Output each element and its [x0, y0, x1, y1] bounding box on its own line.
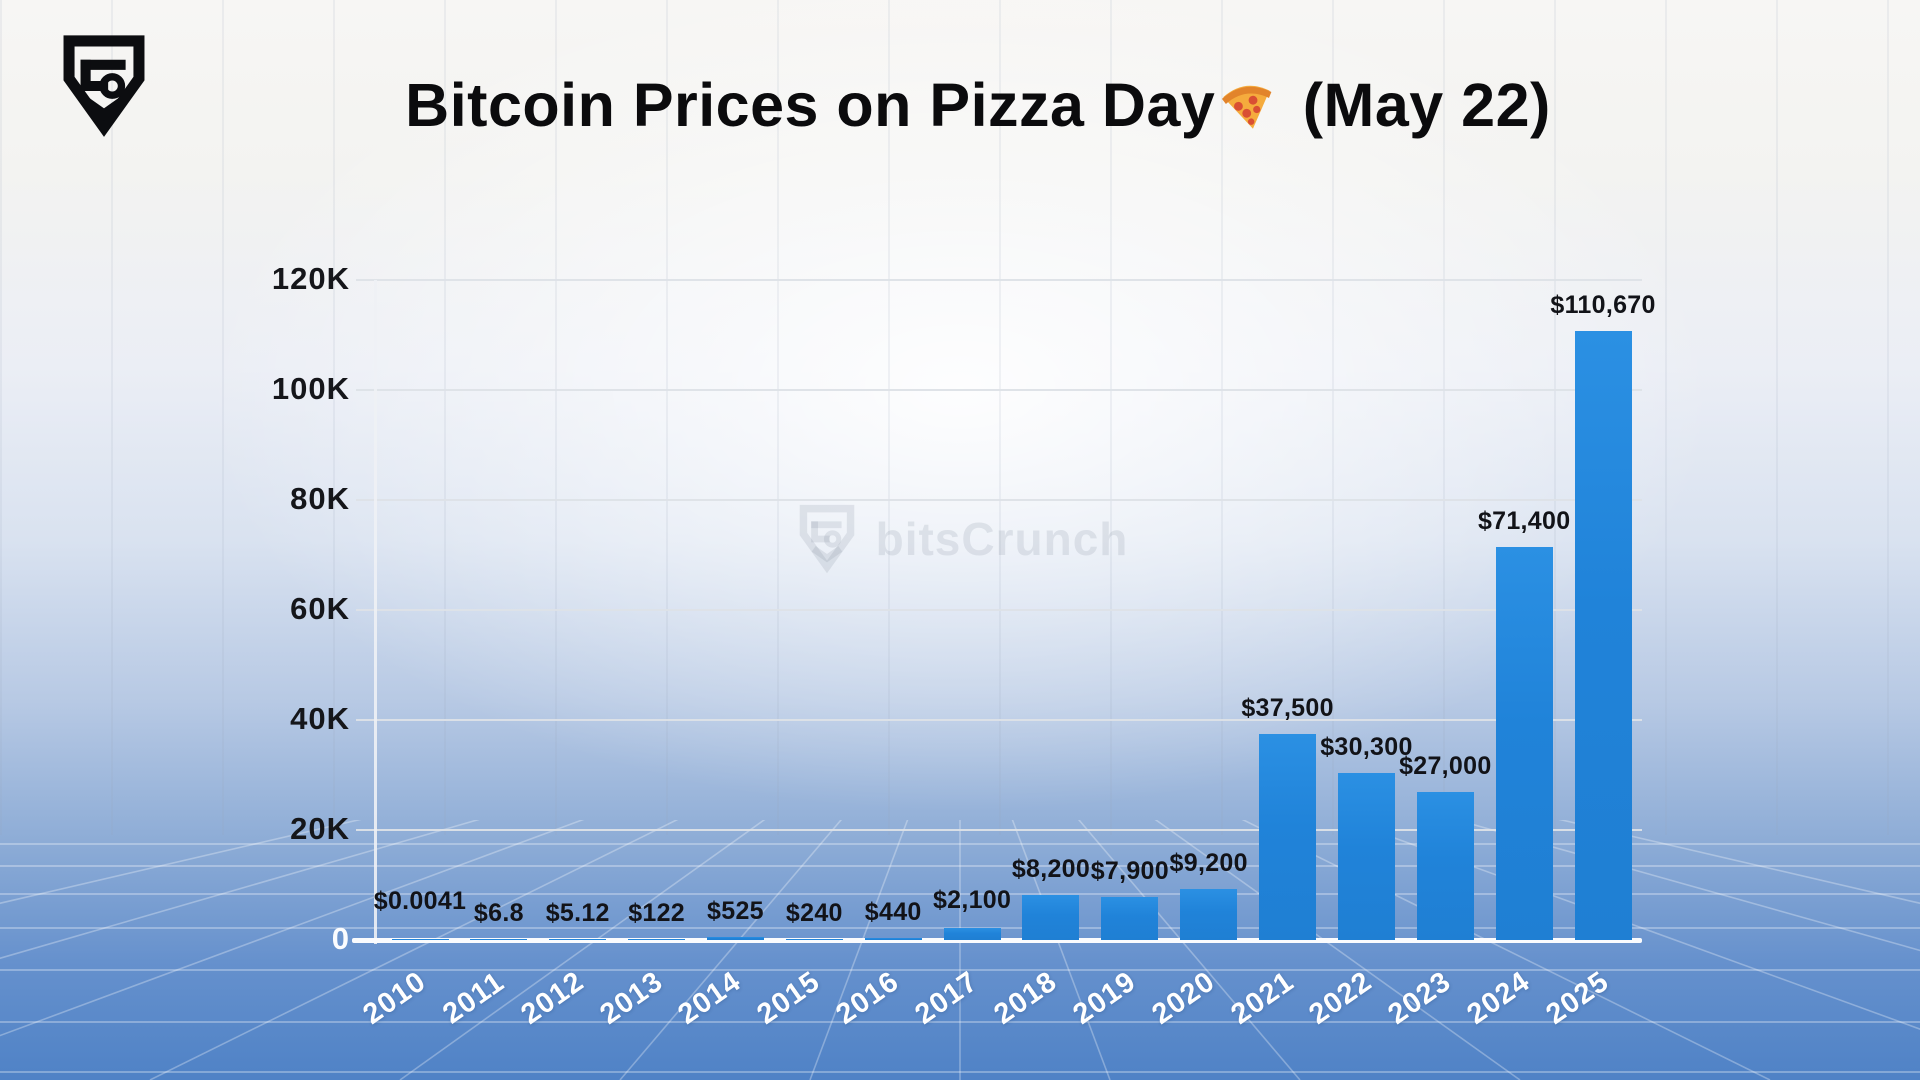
x-axis-line — [352, 938, 1642, 943]
bar-2019 — [1101, 896, 1159, 940]
value-label-2023: $27,000 — [1399, 751, 1492, 780]
bar-2013 — [628, 939, 686, 940]
gridline-20K — [356, 829, 1642, 831]
bar-2021 — [1259, 733, 1317, 940]
bitscrunch-shield-logo-icon — [63, 35, 145, 137]
bar-2015 — [785, 938, 843, 940]
watermark-text: bitsCrunch — [875, 513, 1129, 565]
value-label-2022: $30,300 — [1320, 733, 1413, 762]
value-label-2013: $122 — [628, 899, 686, 927]
gridline-100K — [356, 389, 1642, 391]
gridline-40K — [356, 719, 1642, 721]
pizza-emoji-icon — [1222, 85, 1272, 129]
bar-2020 — [1180, 889, 1238, 940]
bar-2022 — [1337, 773, 1395, 940]
y-axis-label-120K: 120K — [271, 261, 350, 296]
y-axis-label-100K: 100K — [271, 371, 350, 406]
watermark: bitsCrunch — [2, 502, 1920, 576]
y-axis-label-0: 0 — [331, 921, 350, 956]
y-axis-label-40K: 40K — [290, 701, 350, 736]
gridline-80K — [356, 499, 1642, 501]
value-label-2010: $0.0041 — [373, 887, 467, 915]
bar-2014 — [706, 937, 764, 940]
watermark-shield-icon — [799, 504, 854, 574]
gridline-60K — [356, 609, 1642, 611]
value-label-2012: $5.12 — [545, 899, 610, 927]
value-label-2020: $9,200 — [1169, 849, 1248, 878]
title-text: Bitcoin Prices on Pizza Day — [405, 71, 1216, 139]
bar-2024 — [1495, 547, 1553, 940]
value-label-2017: $2,100 — [932, 886, 1012, 915]
value-label-2014: $525 — [707, 897, 764, 926]
bar-2025 — [1574, 331, 1632, 940]
y-axis-label-60K: 60K — [290, 591, 350, 626]
page-title: Bitcoin Prices on Pizza Day (May 22) — [18, 70, 1920, 140]
y-axis-label-20K: 20K — [290, 811, 350, 846]
bar-2011 — [470, 939, 528, 940]
value-label-2021: $37,500 — [1241, 693, 1334, 722]
bar-2017 — [943, 928, 1001, 940]
bar-2023 — [1416, 791, 1474, 940]
y-axis-line — [374, 280, 377, 944]
value-label-2015: $240 — [785, 898, 843, 927]
bar-2016 — [864, 937, 922, 940]
y-axis-label-80K: 80K — [290, 481, 350, 516]
value-label-2025: $110,670 — [1550, 291, 1656, 320]
value-label-2016: $440 — [864, 897, 922, 926]
gridline-120K — [356, 279, 1642, 281]
value-label-2018: $8,200 — [1011, 854, 1091, 883]
value-label-2011: $6.8 — [473, 899, 524, 927]
value-label-2019: $7,900 — [1090, 856, 1169, 885]
bar-2010 — [391, 939, 449, 940]
bar-2012 — [549, 939, 607, 940]
title-date-text: (May 22) — [1285, 71, 1551, 139]
bar-2018 — [1022, 894, 1080, 940]
value-label-2024: $71,400 — [1477, 507, 1571, 536]
